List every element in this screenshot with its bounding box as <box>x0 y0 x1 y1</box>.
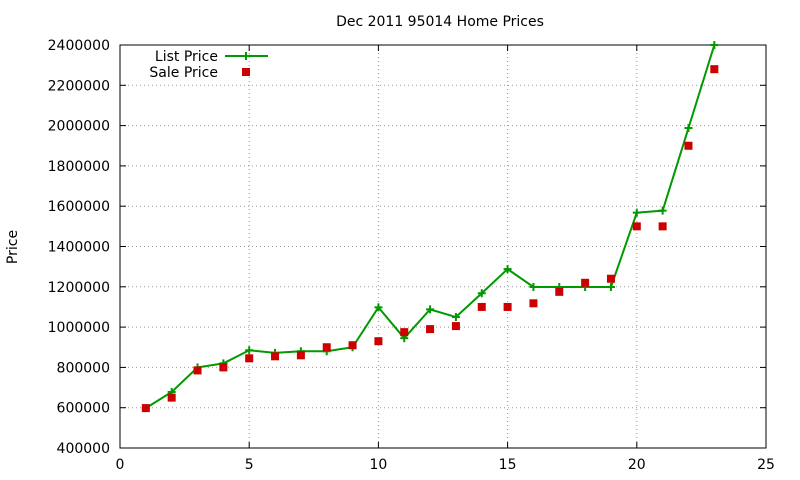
grid <box>120 45 766 448</box>
data-point-list-price <box>503 265 512 274</box>
y-tick-label: 2200000 <box>48 78 110 94</box>
data-point-sale-price <box>581 278 590 287</box>
series-line-list-price <box>145 44 716 409</box>
y-tick-label: 1600000 <box>48 199 110 215</box>
data-point-list-price <box>606 283 615 292</box>
x-tick-label: 25 <box>757 457 775 473</box>
y-tick-label: 600000 <box>57 401 110 417</box>
x-tick-label: 10 <box>369 457 387 473</box>
y-tick-label: 2000000 <box>48 119 110 135</box>
data-point-sale-price <box>348 341 357 350</box>
data-point-sale-price <box>219 363 228 372</box>
y-tick-label: 1200000 <box>48 280 110 296</box>
y-tick-label: 1400000 <box>48 240 110 256</box>
legend-swatch-marker <box>242 52 250 60</box>
data-point-sale-price <box>193 366 202 375</box>
x-tick-label: 20 <box>628 457 646 473</box>
y-tick-label: 400000 <box>57 441 110 457</box>
series-list-price <box>141 41 719 413</box>
data-point-list-price <box>684 124 693 133</box>
y-tick-label: 2400000 <box>48 38 110 54</box>
data-point-sale-price <box>141 404 150 413</box>
legend-entry-sale-price: Sale Price <box>149 65 250 81</box>
data-point-sale-price <box>374 337 383 346</box>
data-point-sale-price <box>632 222 641 231</box>
data-point-list-price <box>710 41 719 49</box>
data-point-sale-price <box>477 302 486 311</box>
x-tick-label: 5 <box>245 457 254 473</box>
y-tick-label: 800000 <box>57 360 110 376</box>
data-point-sale-price <box>322 343 331 352</box>
data-point-sale-price <box>271 352 280 361</box>
legend-label: Sale Price <box>149 65 218 81</box>
axis-ticks: 400000 600000 800000 1000000 1200000 1400000 1… <box>48 38 775 473</box>
data-point-list-price <box>451 313 460 322</box>
data-point-sale-price <box>684 141 693 150</box>
data-point-list-price <box>426 305 435 314</box>
y-axis-label: Price <box>5 230 21 264</box>
data-point-sale-price <box>710 65 719 74</box>
data-point-sale-price <box>555 287 564 296</box>
x-tick-label: 0 <box>116 457 125 473</box>
data-point-sale-price <box>529 299 538 308</box>
legend-entry-list-price: List Price <box>155 49 268 65</box>
y-tick-label: 1000000 <box>48 320 110 336</box>
data-point-list-price <box>245 346 254 355</box>
data-point-sale-price <box>245 354 254 363</box>
data-point-sale-price <box>658 222 667 231</box>
data-point-sale-price <box>400 328 409 337</box>
series <box>141 41 719 413</box>
data-point-sale-price <box>503 302 512 311</box>
x-tick-label: 15 <box>499 457 517 473</box>
data-point-list-price <box>658 206 667 215</box>
data-point-list-price <box>374 303 383 312</box>
chart-title: Dec 2011 95014 Home Prices <box>336 14 544 30</box>
data-point-list-price <box>632 208 641 217</box>
data-point-list-price <box>529 283 538 292</box>
data-point-sale-price <box>451 322 460 331</box>
data-point-sale-price <box>606 274 615 283</box>
legend-swatch-marker <box>242 68 250 76</box>
data-point-sale-price <box>426 325 435 334</box>
y-tick-label: 1800000 <box>48 159 110 175</box>
series-sale-price <box>141 65 719 413</box>
data-point-sale-price <box>167 393 176 402</box>
data-point-list-price <box>477 289 486 298</box>
data-point-sale-price <box>296 351 305 360</box>
legend-label: List Price <box>155 49 218 65</box>
